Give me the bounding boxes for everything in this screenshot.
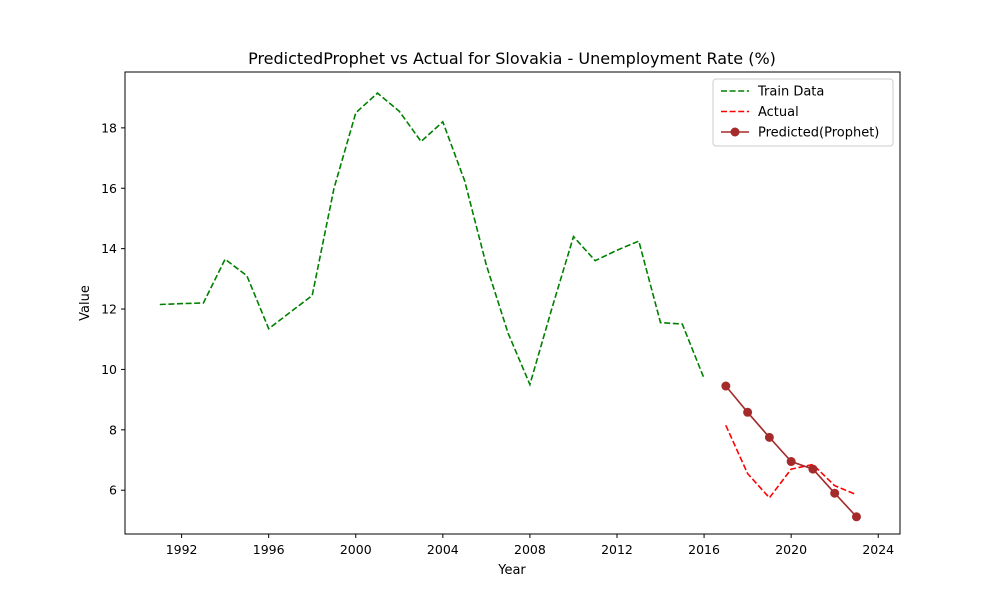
plot-area (124, 71, 901, 535)
legend-box (712, 78, 894, 147)
chart-title: PredictedProphet vs Actual for Slovakia … (248, 49, 776, 68)
legend-label-actual: Actual (758, 105, 799, 120)
y-axis-label: Value (78, 285, 93, 321)
predicted-prophet-point (786, 457, 796, 467)
legend-label-predicted-prophet: Predicted(Prophet) (758, 126, 879, 141)
x-axis-label: Year (497, 563, 526, 578)
x-tick-label: 2004 (427, 542, 459, 557)
x-axis: 1992 1996 2000 2004 2008 2012 2016 2020 2024 (166, 534, 894, 557)
y-tick-label: 10 (101, 362, 117, 377)
predicted-prophet-point (851, 512, 861, 522)
predicted-prophet-point (808, 464, 818, 474)
y-tick-label: 6 (109, 483, 117, 498)
train-data-line (159, 92, 705, 387)
x-tick-label: 2012 (601, 542, 633, 557)
legend-label-train-data: Train Data (757, 85, 824, 100)
actual-line (725, 424, 857, 500)
series-layer (159, 92, 861, 522)
predicted-prophet-point (743, 407, 753, 417)
legend: Train Data Actual Predicted(Prophet) (712, 78, 894, 147)
x-tick-label: 2008 (514, 542, 546, 557)
y-tick-label: 18 (101, 120, 117, 135)
y-axis: 6 8 10 12 14 16 18 (101, 120, 125, 498)
x-tick-label: 1996 (253, 542, 285, 557)
predicted-prophet-point (830, 488, 840, 498)
x-tick-label: 2000 (340, 542, 372, 557)
y-tick-label: 12 (101, 302, 117, 317)
predicted-prophet-point (764, 432, 774, 442)
predicted-prophet-line (725, 385, 858, 518)
legend-marker-predicted-prophet (730, 127, 740, 137)
y-tick-label: 16 (101, 181, 117, 196)
x-tick-label: 2016 (688, 542, 720, 557)
y-tick-label: 14 (101, 241, 117, 256)
x-tick-label: 2024 (862, 542, 894, 557)
predicted-prophet-point (721, 381, 731, 391)
x-tick-label: 2020 (775, 542, 807, 557)
y-tick-label: 8 (109, 422, 117, 437)
x-tick-label: 1992 (166, 542, 198, 557)
